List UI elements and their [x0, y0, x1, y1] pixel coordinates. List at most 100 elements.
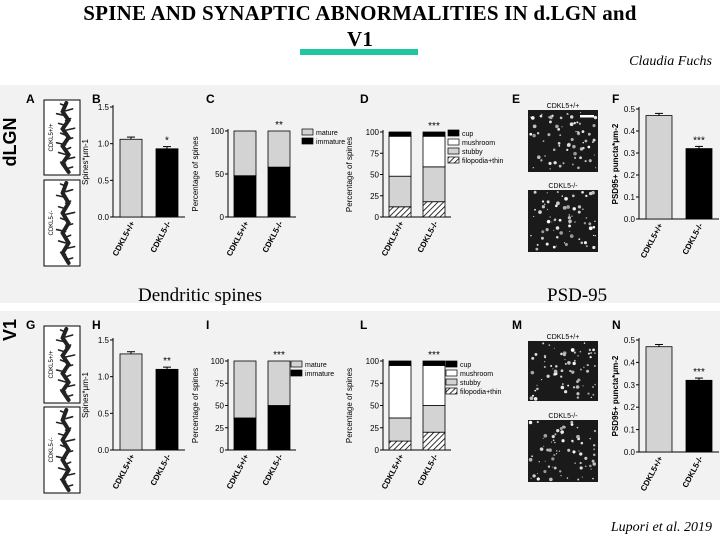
chart-f-y-tick-label: 0.1	[624, 193, 636, 202]
chart-h-y-tick-label: 1.0	[98, 373, 110, 382]
micrograph-e-ko-punctum	[577, 210, 581, 214]
micrograph-m-wt-punctum	[583, 342, 586, 344]
dendrite-a-ko-spine	[57, 205, 67, 210]
chart-b-y-tick-label: 1.0	[98, 140, 110, 149]
dendrite-g-wt-spine	[59, 389, 67, 393]
legend-types-top-swatch	[447, 156, 460, 164]
chart-b-y-tick-label: 1.5	[98, 103, 110, 112]
dendrite-a-wt-spine	[64, 108, 74, 112]
micrograph-m-ko-punctum	[555, 453, 558, 455]
micrograph-m-ko-punctum	[584, 465, 587, 468]
micrograph-m-ko-punctum	[570, 420, 574, 424]
micrograph-e-wt-punctum	[558, 145, 561, 147]
chart-n-y-tick-label: 0.5	[624, 336, 636, 345]
dendrite-a-ko-spine	[64, 200, 72, 204]
micrograph-e-wt-punctum	[593, 154, 595, 156]
chart-d-significance: ***	[428, 121, 440, 132]
micrograph-m-wt-punctum	[582, 385, 584, 387]
micrograph-m-ko-punctum	[591, 459, 595, 463]
chart-b-significance: *	[165, 136, 169, 147]
micrograph-m-wt-punctum	[533, 397, 538, 401]
chart-l-y-tick-label: 100	[366, 357, 380, 366]
chart-d-bar-filopodiathin-1	[422, 201, 446, 218]
chart-n-y-label: PSD95+ puncta*μm-2	[611, 355, 620, 436]
micrograph-e-wt-punctum	[529, 116, 531, 118]
micrograph-m-wt-punctum	[546, 374, 550, 378]
micrograph-m-wt-punctum	[560, 369, 564, 373]
chart-d-y-tick-label: 100	[366, 128, 380, 137]
micrograph-e-ko-punctum	[564, 243, 568, 247]
micrograph-m-wt-punctum	[567, 361, 571, 365]
legend-types-top-item: stubby	[462, 149, 483, 156]
micrograph-m-ko-punctum	[553, 466, 557, 470]
micrograph-m-ko-punctum	[576, 434, 580, 439]
micrograph-m-wt-punctum	[588, 348, 592, 352]
micrograph-m-wt-punctum	[543, 354, 547, 358]
chart-f-significance: ***	[693, 135, 705, 146]
legend-maturity-bottom-swatch	[290, 369, 303, 377]
chart-d-bar-filopodiathin-0	[388, 206, 412, 218]
micrograph-e-ko-punctum	[540, 236, 544, 240]
micrograph-m-ko-punctum	[562, 425, 565, 429]
micrograph-m-wt-punctum	[571, 370, 575, 374]
chart-c-bar-immature-1	[267, 166, 291, 218]
dendrite-g-ko-label: CDKL5-/-	[49, 437, 55, 462]
micrograph-e-ko-punctum	[561, 195, 564, 197]
panel-letter-m: M	[512, 318, 522, 332]
micrograph-m-ko-punctum	[536, 477, 540, 481]
legend-types-top-item: cup	[462, 131, 473, 138]
panel-letter-n: N	[612, 318, 621, 332]
micrograph-e-ko-punctum	[555, 204, 558, 208]
chart-d-bar-mushroom-1	[422, 135, 446, 168]
dendrite-a-wt-spine	[64, 137, 74, 141]
micrograph-m-wt-punctum	[577, 378, 581, 382]
dendrite-a-wt-spine	[57, 122, 67, 127]
micrograph-m-ko-punctum	[531, 455, 533, 458]
micrograph-m-ko-punctum	[543, 445, 545, 447]
author-name: Claudia Fuchs	[629, 54, 712, 69]
micrograph-m-ko-punctum	[551, 441, 553, 443]
row-separator	[0, 303, 720, 311]
chart-c-bar-mature-0	[233, 130, 257, 177]
chart-c-y-tick-label: 0	[220, 213, 225, 222]
micrograph-e-wt-punctum	[548, 161, 552, 165]
micrograph-m-ko-punctum	[592, 444, 596, 447]
micrograph-e-wt-punctum	[559, 134, 562, 136]
chart-c-significance: **	[275, 120, 283, 131]
dendrite-g-wt-dendrite	[60, 327, 72, 402]
micrograph-e-ko-punctum	[530, 234, 532, 237]
chart-h-significance: **	[163, 356, 171, 367]
micrograph-m-ko-punctum	[560, 474, 562, 477]
chart-h-bar-1	[155, 368, 179, 451]
chart-f-y-tick-label: 0.2	[624, 171, 636, 180]
micrograph-e-ko-punctum	[583, 222, 587, 225]
legend-maturity-top-item: mature	[316, 130, 338, 137]
legend-types-bottom-item: cup	[460, 362, 471, 369]
micrograph-e-wt-punctum	[573, 151, 577, 156]
micrograph-m-wt-punctum	[590, 396, 593, 399]
micrograph-e-wt-punctum	[582, 141, 585, 144]
micrograph-m-ko-punctum	[566, 477, 569, 479]
micrograph-e-ko-punctum	[547, 208, 549, 210]
dendrite-g-wt-spine	[64, 354, 76, 358]
chart-h-y-tick-label: 0.5	[98, 409, 110, 418]
micrograph-m-ko-punctum	[561, 439, 565, 443]
micrograph-e-ko-punctum	[566, 205, 570, 209]
chart-f-y-tick-label: 0.3	[624, 149, 636, 158]
micrograph-m-wt-punctum	[590, 351, 593, 355]
micrograph-m-wt-punctum	[544, 361, 546, 363]
chart-i-bar-immature-1	[267, 405, 291, 451]
dendrite-g-wt-spine	[59, 359, 67, 363]
micrograph-e-wt-punctum	[571, 163, 574, 166]
micrograph-e-wt-punctum	[584, 139, 588, 143]
legend-types-bottom-swatch	[445, 360, 458, 368]
micrograph-m-wt-punctum	[542, 342, 545, 345]
chart-i-y-tick-label: 25	[215, 424, 224, 433]
dendrite-g-ko-spine	[64, 427, 72, 431]
micrograph-e-ko-punctum	[568, 219, 572, 224]
panel-letter-b: B	[92, 92, 101, 106]
micrograph-m-ko-punctum	[590, 468, 592, 470]
chart-i-y-tick-label: 75	[215, 379, 224, 388]
chart-f-y-tick-label: 0.5	[624, 105, 636, 114]
chart-l-y-tick-label: 50	[370, 402, 379, 411]
